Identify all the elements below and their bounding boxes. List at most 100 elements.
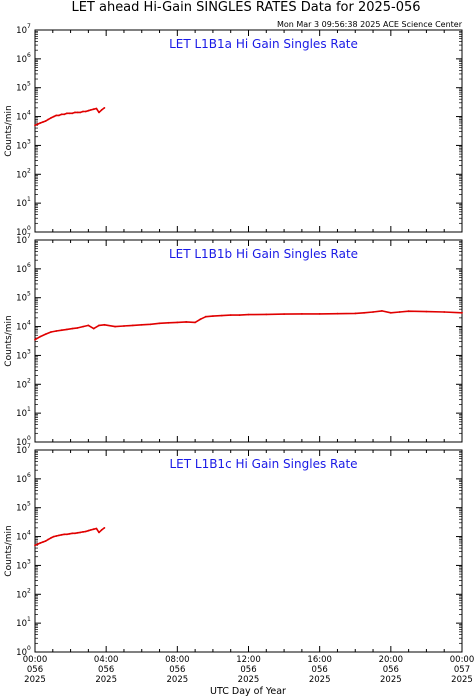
data-point <box>238 314 241 316</box>
data-point <box>71 532 74 535</box>
data-point <box>82 110 84 113</box>
y-tick-exponent: 4 <box>27 530 31 537</box>
data-point <box>354 312 357 315</box>
x-tick-label: 00:00 <box>23 655 48 665</box>
y-tick-exponent: 0 <box>27 225 31 232</box>
data-point <box>60 329 63 332</box>
y-tick-exponent: 0 <box>27 435 31 442</box>
data-point <box>318 313 321 315</box>
data-point <box>52 535 55 538</box>
y-tick-label: 10 <box>16 323 27 333</box>
data-point <box>92 528 95 531</box>
x-tick-label: 056 <box>98 665 114 675</box>
y-axis-label: Counts/min <box>4 105 14 156</box>
data-point <box>199 318 202 321</box>
data-point <box>74 111 76 114</box>
data-point <box>50 537 52 539</box>
x-tick-label: 12:00 <box>236 655 261 665</box>
data-point <box>95 527 98 530</box>
y-tick-exponent: 7 <box>27 443 31 450</box>
data-point <box>44 120 47 122</box>
data-point <box>100 529 103 531</box>
y-tick-label: 10 <box>16 504 27 514</box>
x-tick-label: 057 <box>454 665 470 675</box>
y-tick-label: 10 <box>16 590 27 600</box>
y-tick-exponent: 2 <box>27 377 31 384</box>
y-tick-label: 10 <box>16 438 27 448</box>
data-point <box>283 313 285 315</box>
data-point <box>100 109 103 111</box>
x-tick-label: 2025 <box>95 675 117 685</box>
y-tick-label: 10 <box>16 141 27 151</box>
series-line <box>34 310 463 341</box>
data-point <box>443 311 446 313</box>
data-point <box>114 325 116 328</box>
data-point <box>265 313 268 316</box>
data-point <box>68 532 71 535</box>
data-point <box>44 333 47 335</box>
x-tick-label: 2025 <box>167 675 189 685</box>
data-point <box>398 311 401 313</box>
x-tick-label: 2025 <box>309 675 331 685</box>
data-point <box>90 529 92 531</box>
data-point <box>158 322 161 325</box>
series-line <box>34 107 105 127</box>
data-point <box>84 530 87 533</box>
panel-title: LET L1B1b Hi Gain Singles Rate <box>169 247 358 261</box>
data-point <box>39 122 42 124</box>
data-point <box>103 107 106 109</box>
data-point <box>47 118 50 121</box>
data-point <box>336 312 339 315</box>
data-point <box>132 324 134 327</box>
data-point <box>55 330 58 332</box>
data-point <box>76 327 79 329</box>
data-point <box>42 541 44 543</box>
y-tick-label: 10 <box>16 170 27 180</box>
y-tick-label: 10 <box>16 26 27 36</box>
data-point <box>66 112 68 115</box>
plot-frame <box>34 29 463 233</box>
data-point <box>176 321 179 324</box>
series-line <box>34 527 105 547</box>
data-point <box>82 531 84 533</box>
y-tick-exponent: 2 <box>27 587 31 594</box>
data-point <box>34 544 36 547</box>
data-point <box>92 108 95 111</box>
y-tick-label: 10 <box>16 648 27 658</box>
y-tick-exponent: 6 <box>27 52 31 59</box>
y-tick-exponent: 4 <box>27 110 31 117</box>
y-tick-exponent: 5 <box>27 291 31 298</box>
data-point <box>363 311 365 314</box>
data-point <box>372 311 374 313</box>
data-point <box>167 321 170 324</box>
data-point <box>87 109 90 112</box>
data-point <box>98 111 100 114</box>
data-point <box>461 311 463 314</box>
x-tick-label: 056 <box>312 665 328 675</box>
generated-timestamp: Mon Mar 3 09:56:38 2025 ACE Science Cent… <box>277 20 463 29</box>
y-tick-label: 10 <box>16 619 27 629</box>
y-tick-exponent: 3 <box>27 558 31 565</box>
data-point <box>39 542 42 544</box>
data-point <box>212 315 214 317</box>
data-point <box>123 325 125 327</box>
y-tick-exponent: 7 <box>27 233 31 240</box>
y-tick-label: 10 <box>16 236 27 246</box>
y-tick-exponent: 5 <box>27 501 31 508</box>
data-point <box>66 533 68 536</box>
data-point <box>79 531 82 534</box>
y-tick-label: 10 <box>16 475 27 485</box>
data-point <box>103 323 106 326</box>
x-tick-label: 056 <box>383 665 399 675</box>
y-tick-exponent: 6 <box>27 262 31 269</box>
x-tick-label: 2025 <box>380 675 402 685</box>
x-tick-label: 2025 <box>24 675 46 685</box>
y-tick-label: 10 <box>16 561 27 571</box>
data-point <box>68 112 71 115</box>
y-tick-label: 10 <box>16 533 27 543</box>
data-point <box>425 310 428 313</box>
data-point <box>47 538 50 541</box>
y-tick-exponent: 2 <box>27 167 31 174</box>
data-point <box>98 531 100 534</box>
